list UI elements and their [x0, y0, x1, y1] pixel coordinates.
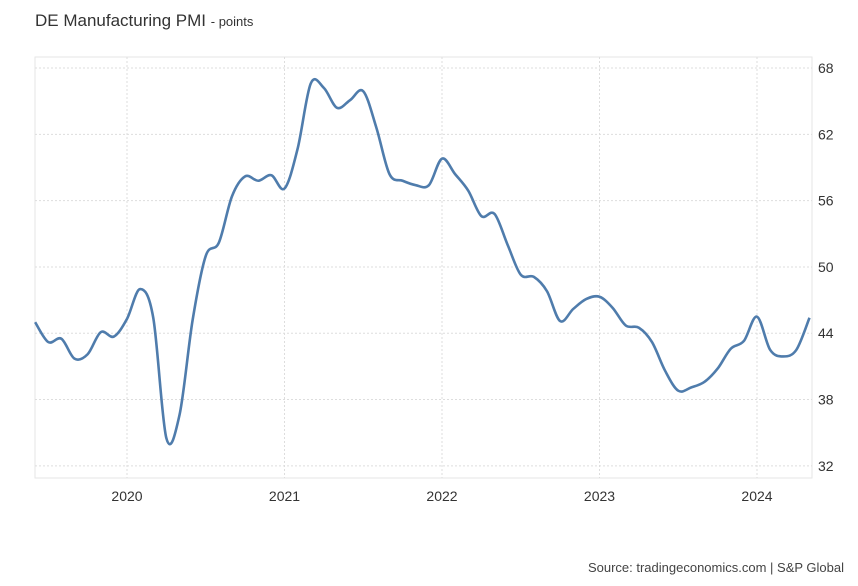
y-tick-label: 44	[818, 325, 834, 341]
unit-label: - points	[210, 14, 254, 29]
x-tick-label: 2022	[426, 488, 457, 504]
y-tick-label: 50	[818, 259, 834, 275]
y-tick-label: 68	[818, 60, 834, 76]
x-tick-label: 2020	[111, 488, 142, 504]
y-tick-label: 38	[818, 392, 834, 408]
x-tick-label: 2021	[269, 488, 300, 504]
y-tick-label: 56	[818, 193, 834, 209]
x-tick-label: 2023	[584, 488, 615, 504]
source-note: Source: tradingeconomics.com | S&P Globa…	[587, 560, 844, 575]
chart-title: DE Manufacturing PMI - points	[35, 11, 253, 31]
series-line	[34, 78, 811, 446]
y-tick-label: 32	[818, 458, 834, 474]
x-tick-label: 2024	[741, 488, 772, 504]
y-tick-label: 62	[818, 126, 834, 142]
title-text: DE Manufacturing PMI	[35, 11, 207, 30]
plot-border	[34, 56, 813, 479]
